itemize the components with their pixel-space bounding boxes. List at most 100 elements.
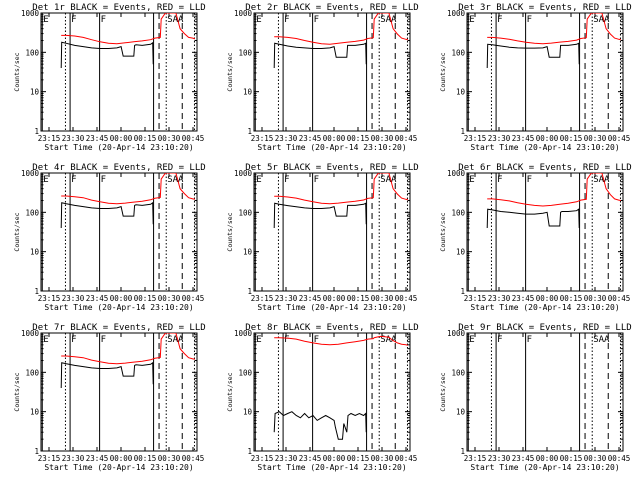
x-tick-label: 23:30	[62, 294, 85, 303]
event-marker-label: F	[101, 15, 106, 25]
event-marker-label: SAA	[167, 175, 184, 185]
event-marker-label: F	[527, 175, 532, 185]
plot-frame	[466, 332, 624, 452]
x-tick-label: 23:45	[512, 134, 535, 143]
y-tick-label: 1000	[234, 9, 253, 18]
plot-frame	[40, 332, 198, 452]
event-marker-label: E	[256, 175, 261, 185]
x-tick-label: 00:00	[323, 134, 346, 143]
y-axis-label: Counts/sec	[13, 52, 21, 91]
plot-title: Det 7r BLACK = Events, RED = LLD	[32, 323, 205, 333]
x-tick-label: 23:30	[488, 134, 511, 143]
x-tick-label: 23:45	[299, 454, 322, 463]
x-tick-label: 00:15	[347, 294, 370, 303]
lld-rate-series	[61, 173, 195, 205]
event-marker-label: E	[43, 335, 48, 345]
x-tick-label: 00:45	[608, 294, 631, 303]
y-tick-label: 10	[243, 408, 253, 417]
y-tick-label: 100	[451, 208, 465, 217]
y-tick-label: 10	[30, 408, 40, 417]
plot-panel: Det 3r BLACK = Events, RED = LLD 1 10 100 10…	[439, 3, 632, 152]
y-tick-label: 100	[25, 208, 39, 217]
event-rate-series	[60, 361, 154, 389]
x-tick-label: 00:15	[560, 294, 583, 303]
x-tick-label: 23:15	[464, 134, 487, 143]
plot-frame	[466, 172, 624, 292]
x-tick-label: 23:30	[275, 294, 298, 303]
x-tick-label: 00:00	[536, 134, 559, 143]
y-tick-label: 1	[460, 287, 465, 296]
y-tick-label: 1	[460, 447, 465, 456]
plot-frame	[466, 12, 624, 132]
event-marker-label: F	[314, 175, 319, 185]
plot-title: Det 1r BLACK = Events, RED = LLD	[32, 3, 205, 13]
x-tick-label: 23:15	[38, 454, 61, 463]
x-tick-label: 00:45	[182, 454, 205, 463]
event-rate-series	[273, 202, 367, 229]
x-tick-label: 23:30	[62, 454, 85, 463]
y-axis-label: Counts/sec	[439, 372, 447, 411]
x-tick-label: 00:45	[395, 134, 418, 143]
x-axis-label: Start Time (20-Apr-14 23:10:20)	[470, 143, 619, 152]
x-tick-label: 00:45	[395, 294, 418, 303]
x-tick-label: 23:15	[251, 294, 274, 303]
plot-panel: Det 7r BLACK = Events, RED = LLD 1 10 100 10…	[13, 323, 206, 472]
event-marker-label: F	[101, 175, 106, 185]
y-axis-label: Counts/sec	[439, 212, 447, 251]
x-tick-label: 00:30	[158, 134, 181, 143]
event-marker-label: SAA	[380, 335, 397, 345]
y-tick-label: 1000	[447, 329, 466, 338]
x-tick-label: 00:30	[371, 454, 394, 463]
x-tick-label: 00:15	[134, 134, 157, 143]
y-tick-label: 1000	[234, 169, 253, 178]
y-tick-label: 100	[238, 208, 252, 217]
lld-rate-series	[61, 333, 195, 365]
event-marker-label: SAA	[380, 15, 397, 25]
event-marker-label: F	[497, 335, 502, 345]
x-tick-label: 00:15	[347, 134, 370, 143]
plot-frame	[40, 172, 198, 292]
x-tick-label: 00:15	[560, 454, 583, 463]
x-tick-label: 00:00	[323, 454, 346, 463]
event-marker-label: F	[101, 335, 106, 345]
event-marker-label: SAA	[167, 15, 184, 25]
x-tick-label: 00:00	[110, 134, 133, 143]
event-rate-series	[60, 201, 154, 229]
event-marker-label: F	[71, 15, 76, 25]
x-tick-label: 23:30	[488, 454, 511, 463]
plot-frame	[253, 12, 411, 132]
plot-panel: Det 8r BLACK = Events, RED = LLD 1 10 100 10…	[226, 323, 419, 472]
y-tick-label: 100	[238, 368, 252, 377]
x-axis-label: Start Time (20-Apr-14 23:10:20)	[44, 463, 193, 472]
x-tick-label: 00:45	[608, 134, 631, 143]
lld-rate-series	[487, 13, 621, 45]
y-tick-label: 10	[243, 88, 253, 97]
event-marker-label: E	[256, 335, 261, 345]
x-axis-label: Start Time (20-Apr-14 23:10:20)	[257, 463, 406, 472]
event-marker-label: SAA	[593, 15, 610, 25]
y-tick-label: 1000	[234, 329, 253, 338]
plot-title: Det 2r BLACK = Events, RED = LLD	[245, 3, 418, 13]
y-axis-label: Counts/sec	[226, 372, 234, 411]
event-rate-series	[486, 42, 580, 69]
plot-panel: Det 1r BLACK = Events, RED = LLD 1 10 100 10…	[13, 3, 206, 152]
plot-panel: Det 2r BLACK = Events, RED = LLD 1 10 100 10…	[226, 3, 419, 152]
x-tick-label: 23:30	[275, 134, 298, 143]
y-axis-label: Counts/sec	[226, 212, 234, 251]
plot-panel: Det 9r BLACK = Events, RED = LLD 1 10 100 10…	[439, 323, 632, 472]
event-rate-series	[273, 42, 367, 69]
x-axis-label: Start Time (20-Apr-14 23:10:20)	[257, 143, 406, 152]
lld-rate-series	[274, 173, 408, 205]
y-axis-label: Counts/sec	[13, 212, 21, 251]
x-tick-label: 00:30	[158, 454, 181, 463]
plot-title: Det 3r BLACK = Events, RED = LLD	[458, 3, 631, 13]
x-tick-label: 00:45	[608, 454, 631, 463]
plot-title: Det 5r BLACK = Events, RED = LLD	[245, 163, 418, 173]
x-tick-label: 00:30	[584, 454, 607, 463]
y-tick-label: 1000	[447, 169, 466, 178]
event-marker-label: E	[469, 175, 474, 185]
x-tick-label: 23:45	[86, 454, 109, 463]
x-tick-label: 23:45	[299, 294, 322, 303]
event-marker-label: SAA	[380, 175, 397, 185]
